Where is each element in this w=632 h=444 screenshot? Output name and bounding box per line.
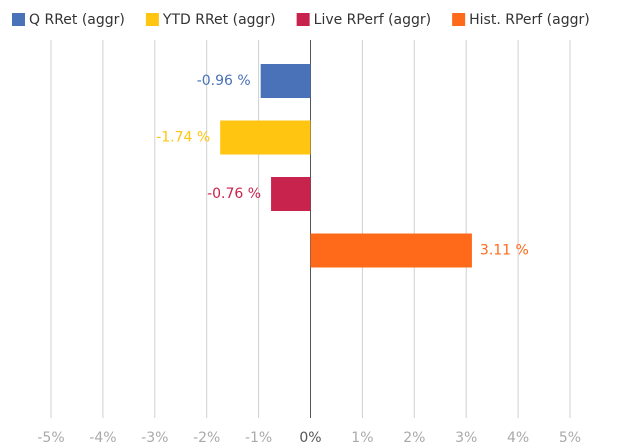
x-tick-label: 1% [351, 430, 373, 444]
legend-swatch [452, 13, 466, 26]
bar [220, 120, 311, 155]
x-tick-label: -3% [141, 430, 168, 444]
x-tick-label: 0% [299, 430, 321, 444]
legend-swatch [12, 13, 25, 26]
x-tick-label: -1% [245, 430, 272, 444]
bar [260, 64, 311, 98]
data-label: -0.96 % [197, 73, 251, 89]
x-tick-label: 4% [507, 430, 529, 444]
x-tick-label: 2% [403, 430, 425, 444]
x-tick-label: -2% [193, 430, 220, 444]
x-tick-label: -4% [89, 430, 116, 444]
data-label: -0.76 % [207, 186, 261, 202]
legend-label: Live RPerf (aggr) [314, 12, 432, 28]
x-tick-label: -5% [37, 430, 64, 444]
legend-label: YTD RRet (aggr) [162, 12, 276, 28]
bar [271, 177, 311, 211]
data-label: 3.11 % [480, 243, 529, 259]
legend-label: Q RRet (aggr) [29, 12, 125, 28]
legend-swatch [296, 13, 310, 26]
bar [310, 233, 472, 268]
x-tick-label: 3% [455, 430, 477, 444]
legend-swatch [145, 13, 159, 26]
x-tick-label: 5% [559, 430, 581, 444]
data-label: -1.74 % [156, 130, 210, 146]
legend-label: Hist. RPerf (aggr) [469, 12, 590, 28]
